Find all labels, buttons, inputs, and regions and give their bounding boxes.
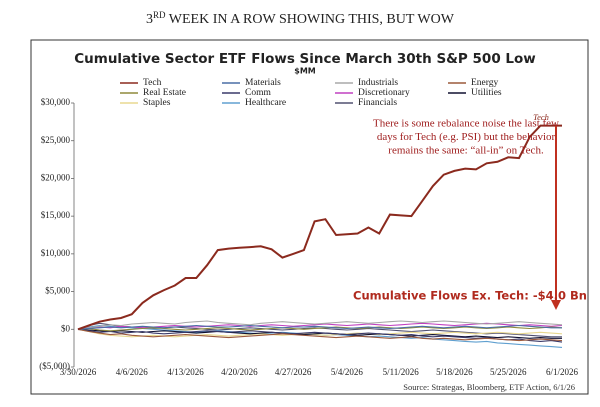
headline-part: WEEK IN A ROW SHOWING THIS, BUT WOW [166, 12, 455, 27]
series-line [77, 328, 563, 343]
chart-title: Cumulative Sector ETF Flows Since March … [74, 51, 536, 67]
annotation-line: days for Tech (e.g. PSI) but the behavio… [377, 131, 556, 143]
x-tick-label: 5/25/2026 [490, 367, 527, 377]
y-tick-label: $10,000 [41, 248, 71, 258]
series-line [77, 328, 562, 339]
chart-frame [30, 39, 589, 395]
series-annotation: Tech [533, 112, 549, 122]
x-tick-label: 5/18/2026 [436, 367, 473, 377]
x-tick-label: 4/13/2026 [167, 367, 204, 377]
headline-part: 3 [146, 12, 153, 27]
legend-label: Staples [143, 98, 171, 108]
ex-tech-note: Cumulative Flows Ex. Tech: -$4.0 Bn [353, 289, 587, 303]
legend-label: Tech [143, 78, 162, 88]
y-tick-label: $0 [61, 323, 71, 333]
legend-label: Materials [245, 78, 281, 88]
series-line [77, 328, 563, 338]
chart-subtitle: $MM [294, 67, 316, 76]
arrow-head [551, 300, 561, 310]
annotation-line: There is some rebalance noise the last f… [373, 118, 559, 130]
x-tick-label: 4/27/2026 [275, 367, 312, 377]
x-tick-label: 4/20/2026 [221, 367, 258, 377]
legend-label: Industrials [358, 78, 398, 88]
legend-label: Utilities [471, 88, 502, 98]
x-tick-label: 6/1/2026 [546, 367, 579, 377]
legend-label: Real Estate [143, 88, 186, 98]
annotation-line: remains the same: “all-in” on Tech. [388, 145, 544, 157]
legend-label: Healthcare [245, 98, 286, 108]
series-line [77, 124, 562, 331]
x-tick-label: 5/4/2026 [331, 367, 364, 377]
series-line [77, 320, 563, 330]
y-tick-label: ($5,000) [39, 361, 70, 371]
headline: 3RD WEEK IN A ROW SHOWING THIS, BUT WOW [146, 10, 455, 27]
series-line [77, 328, 563, 342]
series-line [77, 324, 562, 330]
y-tick-label: $15,000 [41, 210, 71, 220]
legend-label: Comm [245, 88, 271, 98]
y-tick-label: $5,000 [45, 286, 70, 296]
legend-label: Discretionary [358, 88, 410, 98]
source: Source: Strategas, Bloomberg, ETF Action… [403, 382, 575, 392]
x-tick-label: 4/6/2026 [116, 367, 149, 377]
legend-label: Energy [471, 78, 499, 88]
y-tick-label: $30,000 [41, 97, 71, 107]
y-tick-label: $25,000 [41, 135, 71, 145]
legend-label: Financials [358, 98, 397, 108]
x-tick-label: 3/30/2026 [60, 367, 97, 377]
x-tick-label: 5/11/2026 [383, 367, 420, 377]
series-line [77, 326, 563, 332]
y-tick-label: $20,000 [41, 172, 71, 182]
headline-sup: RD [153, 10, 166, 20]
